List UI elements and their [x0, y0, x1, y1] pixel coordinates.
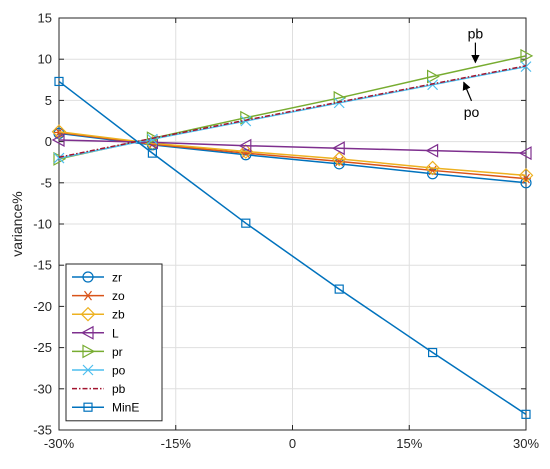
series-pb — [58, 65, 527, 158]
data-point — [518, 168, 534, 183]
x-tick-label: 15% — [396, 436, 422, 451]
x-tick-label: 0 — [289, 436, 296, 451]
legend-marker — [82, 364, 94, 376]
y-tick-label: 5 — [45, 93, 52, 108]
legend-label: pr — [112, 345, 123, 359]
data-point — [241, 218, 251, 228]
series-line — [58, 65, 527, 158]
series — [51, 48, 534, 419]
data-point — [51, 124, 67, 140]
legend: zr zo zb Lpr po pb MinE — [65, 263, 163, 422]
legend-label: zo — [112, 289, 125, 303]
y-tick-label: -5 — [40, 175, 52, 190]
data-point — [520, 61, 532, 73]
legend-marker — [80, 306, 96, 322]
legend-label: L — [112, 326, 119, 340]
y-tick-label: 15 — [38, 11, 52, 26]
x-tick-label: 30% — [513, 436, 539, 451]
data-point — [520, 48, 534, 63]
series-po — [53, 61, 532, 164]
data-point — [425, 160, 440, 176]
annotation-po: po — [462, 81, 480, 120]
data-point — [427, 79, 439, 91]
legend-marker — [83, 402, 93, 412]
annotation-label: po — [464, 104, 480, 120]
legend-label: pb — [112, 382, 126, 396]
legend-entry-zr: zr — [72, 271, 122, 285]
data-point — [428, 347, 438, 358]
data-point — [521, 409, 531, 419]
legend-label: zb — [112, 308, 125, 322]
legend-entry-zo: zo — [72, 289, 125, 303]
data-point — [518, 146, 532, 161]
annotation-label: pb — [468, 26, 484, 42]
legend-entry-pr: pr — [72, 344, 123, 359]
legend-label: MinE — [112, 401, 139, 415]
y-tick-label: -20 — [33, 299, 52, 314]
data-point — [238, 144, 254, 159]
y-axis-label: variance% — [9, 191, 25, 256]
series-mine — [54, 76, 531, 419]
data-point — [147, 148, 157, 158]
legend-entry-po: po — [72, 364, 126, 378]
data-point — [53, 151, 67, 166]
legend-marker — [83, 290, 93, 301]
legend-entry-zb: zb — [72, 306, 125, 322]
y-tick-label: 10 — [38, 52, 52, 67]
data-point — [331, 141, 345, 156]
series-line — [58, 65, 527, 159]
data-point — [331, 151, 347, 167]
series-line — [58, 80, 527, 415]
x-axis-ticks: -30% -15% 0 15% 30% — [44, 18, 539, 451]
data-point — [146, 133, 158, 145]
data-point — [240, 115, 252, 127]
data-point — [333, 97, 345, 109]
data-point — [53, 152, 65, 164]
legend-marker — [82, 271, 94, 283]
legend-marker — [82, 344, 96, 359]
annotation-pb: pb — [468, 26, 484, 64]
data-point — [238, 138, 252, 153]
data-point — [427, 168, 439, 180]
legend-entry-pb: pb — [72, 382, 126, 396]
data-point — [425, 143, 439, 158]
legend-marker — [80, 325, 94, 340]
data-point — [51, 132, 65, 147]
legend-entry-mine: MinE — [72, 401, 139, 415]
x-tick-label: -30% — [44, 436, 75, 451]
legend-label: po — [112, 364, 126, 378]
y-tick-label: -10 — [33, 217, 52, 232]
y-tick-label: -35 — [33, 423, 52, 438]
y-tick-label: -30 — [33, 381, 52, 396]
annotations: pb po — [462, 26, 484, 120]
data-point — [240, 149, 252, 161]
data-point — [146, 131, 160, 146]
y-tick-label: 0 — [45, 134, 52, 149]
annotation-arrow — [462, 81, 473, 102]
data-point — [54, 76, 64, 87]
y-tick-label: -25 — [33, 340, 52, 355]
data-point — [334, 284, 344, 294]
data-point — [427, 69, 440, 84]
y-tick-label: -15 — [33, 258, 52, 273]
legend-box — [65, 263, 163, 422]
x-tick-label: -15% — [161, 436, 192, 451]
legend-entry-l: L — [72, 325, 119, 340]
legend-label: zr — [112, 271, 122, 285]
